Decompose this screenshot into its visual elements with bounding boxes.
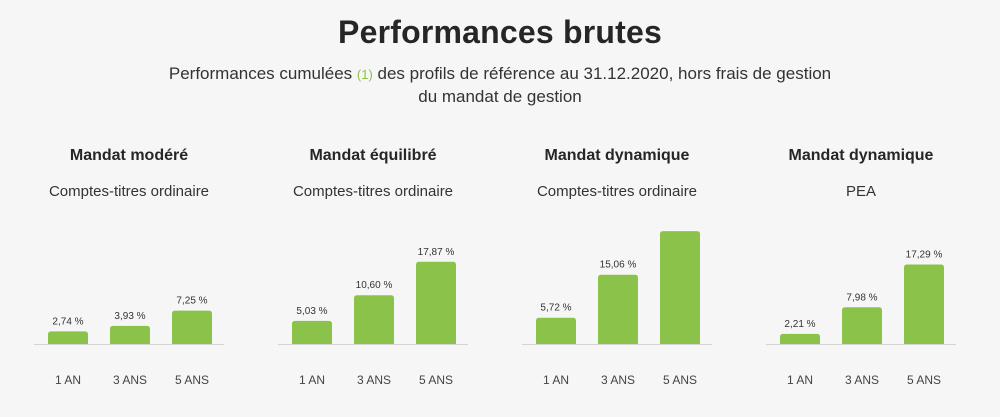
bar [536,317,576,344]
category-label: 1 AN [543,373,569,387]
panel-subtitle: Comptes-titres ordinaire [292,183,454,200]
bar [172,310,212,344]
footnote-marker: (1) [356,67,373,82]
panel-subtitle: Comptes-titres ordinaire [536,183,698,200]
bar-chart: 5,03 % 1 AN 10,60 % 3 ANS 17,87 % 5 ANS [278,247,468,387]
category-label: 1 AN [299,373,325,387]
data-label: 5,03 % [296,306,327,317]
data-label: 5,72 % [540,303,571,314]
panel-subtitle: Comptes-titres ordinaire [48,183,210,200]
bar-chart: 2,74 % 1 AN 3,93 % 3 ANS 7,25 % 5 ANS [34,296,224,387]
chart-panel-balanced: Mandat équilibré Comptes-titres ordinair… [258,0,488,417]
bar [354,295,394,344]
panel-title: Mandat équilibré [309,147,437,164]
data-label: 17,29 % [906,249,943,260]
category-label: 3 ANS [601,373,635,387]
category-label: 5 ANS [907,373,941,387]
bar [416,261,456,344]
data-label: 10,60 % [356,280,393,291]
category-label: 5 ANS [663,373,697,387]
data-label: 7,98 % [846,292,877,303]
data-label: 2,21 % [784,319,815,330]
data-label: 7,25 % [176,296,207,307]
category-label: 5 ANS [175,373,209,387]
category-label: 3 ANS [357,373,391,387]
chart-panel-dynamic: Mandat dynamique Comptes-titres ordinair… [502,0,732,417]
data-label: 17,87 % [418,247,455,258]
category-label: 5 ANS [419,373,453,387]
panel-title: Mandat dynamique [788,147,934,164]
subtitle-text-start: Performances cumulées [168,64,357,83]
page-subtitle: Performances cumulées (1) des profils de… [100,63,900,108]
bar [780,333,820,344]
category-label: 1 AN [787,373,813,387]
bar [904,264,944,344]
category-label: 1 AN [55,373,81,387]
subtitle-text-end: des profils de référence au 31.12.2020, … [372,64,832,83]
category-label: 3 ANS [113,373,147,387]
bar [660,231,700,344]
data-label: 15,06 % [600,260,637,271]
subtitle-text-line2: du mandat de gestion [418,87,582,106]
data-label: 3,93 % [114,311,145,322]
page-title: Performances brutes [338,14,662,50]
bar-chart: 2,21 % 1 AN 7,98 % 3 ANS 17,29 % 5 ANS [766,249,956,387]
bar [292,320,332,344]
panel-subtitle: PEA [845,183,876,200]
data-label: 2,74 % [52,316,83,327]
bar [48,331,88,344]
bar [110,325,150,344]
category-label: 3 ANS [845,373,879,387]
bar [842,307,882,344]
chart-panel-moderate: Mandat modéré Comptes-titres ordinaire 2… [14,0,244,417]
chart-panel-dynamic-pea: Mandat dynamique PEA 2,21 % 1 AN 7,98 % 3 A… [746,0,976,417]
panel-title: Mandat dynamique [544,147,690,164]
bar [598,274,638,344]
panel-title: Mandat modéré [69,147,189,164]
